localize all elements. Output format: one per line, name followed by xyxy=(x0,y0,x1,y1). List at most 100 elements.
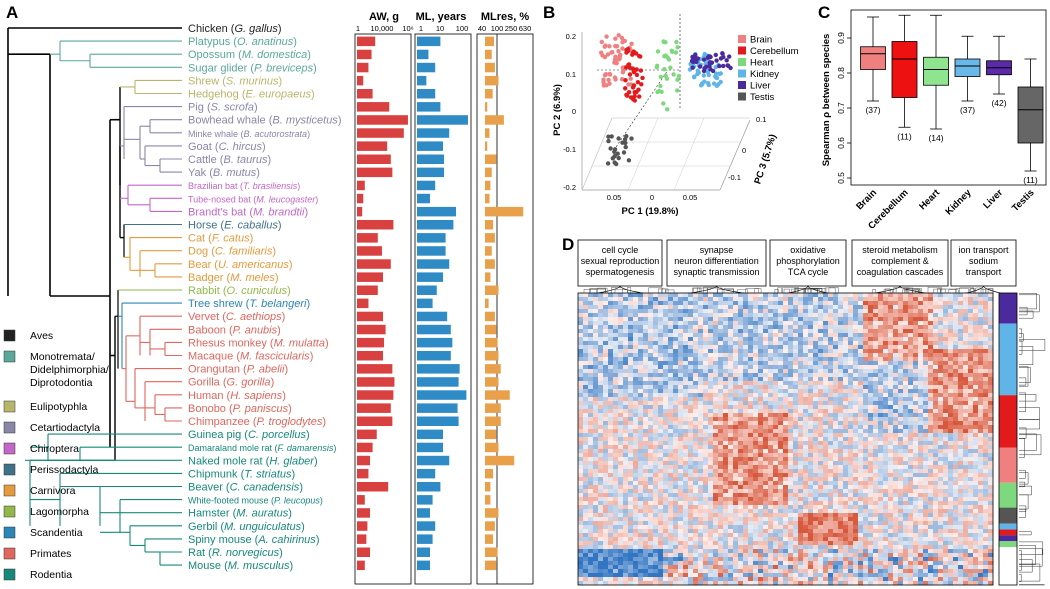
heatmap-cell xyxy=(723,373,729,378)
heatmap-cell xyxy=(848,413,854,418)
heatmap-cell xyxy=(578,317,584,322)
heatmap-cell xyxy=(663,397,669,402)
pca-point xyxy=(612,147,618,152)
heatmap-cell xyxy=(688,333,694,338)
heatmap-cell xyxy=(858,393,864,398)
heatmap-cell xyxy=(828,473,834,478)
heatmap-cell xyxy=(983,401,989,406)
heatmap-cell xyxy=(828,385,834,390)
pca-point xyxy=(662,54,667,59)
heatmap-cell xyxy=(953,441,959,446)
heatmap-cell xyxy=(658,309,664,314)
heatmap-cell xyxy=(653,405,659,410)
heatmap-cell xyxy=(843,417,849,422)
heatmap-cell xyxy=(918,461,924,466)
heatmap-cell xyxy=(808,301,814,306)
heatmap-cell xyxy=(738,405,744,410)
heatmap-cell xyxy=(748,441,754,446)
heatmap-cluster-label-line: neuron differentiation xyxy=(674,256,758,266)
heatmap-cell xyxy=(843,361,849,366)
aw-bar xyxy=(357,337,385,348)
heatmap-cell xyxy=(933,345,939,350)
heatmap-cell xyxy=(928,481,934,486)
heatmap-cell xyxy=(833,357,839,362)
heatmap-cell xyxy=(813,301,819,306)
heatmap-cell xyxy=(928,365,934,370)
heatmap-cell xyxy=(888,473,894,478)
ml-bar xyxy=(417,259,450,269)
heatmap-cell xyxy=(608,425,614,430)
heatmap-cell xyxy=(723,389,729,394)
heatmap-cell xyxy=(768,401,774,406)
heatmap-cell xyxy=(783,333,789,338)
heatmap-cell xyxy=(648,337,654,342)
heatmap-cell xyxy=(733,365,739,370)
heatmap-cell xyxy=(678,381,684,386)
heatmap-cell xyxy=(818,389,824,394)
heatmap-cell xyxy=(628,425,634,430)
heatmap-cell xyxy=(798,401,804,406)
heatmap-cell xyxy=(793,389,799,394)
heatmap-cell xyxy=(673,361,679,366)
heatmap-cell xyxy=(788,293,794,298)
heatmap-cell xyxy=(888,297,894,302)
heatmap-cell xyxy=(793,433,799,438)
heatmap-cell xyxy=(783,377,789,382)
heatmap-cell xyxy=(693,361,699,366)
clade-legend-label: Carnivora xyxy=(30,485,76,497)
heatmap-cell xyxy=(833,385,839,390)
species-scientific-name: M. leucogaster xyxy=(256,194,316,204)
heatmap-cell xyxy=(863,389,869,394)
heatmap-cell xyxy=(678,425,684,430)
heatmap-cell xyxy=(588,321,594,326)
heatmap-cell xyxy=(738,373,744,378)
heatmap-cell xyxy=(953,361,959,366)
heatmap-cell xyxy=(593,317,599,322)
heatmap-cell xyxy=(618,433,624,438)
heatmap-cell xyxy=(618,309,624,314)
species-paren-open: ( xyxy=(230,36,237,48)
heatmap-cell xyxy=(893,337,899,342)
heatmap-cell xyxy=(653,341,659,346)
heatmap-cell xyxy=(923,409,929,414)
heatmap-cell xyxy=(628,417,634,422)
heatmap-cell xyxy=(603,477,609,482)
heatmap-cell xyxy=(688,397,694,402)
heatmap-cell xyxy=(803,393,809,398)
heatmap-cell xyxy=(968,441,974,446)
heatmap-cell xyxy=(608,373,614,378)
heatmap-cell xyxy=(928,301,934,306)
heatmap-cell xyxy=(928,465,934,470)
heatmap-cell xyxy=(828,469,834,474)
heatmap-cell xyxy=(643,421,649,426)
heatmap-cell xyxy=(733,317,739,322)
heatmap-cell xyxy=(828,445,834,450)
heatmap-cell xyxy=(948,417,954,422)
heatmap-cell xyxy=(973,369,979,374)
heatmap-cell xyxy=(773,325,779,330)
heatmap-cell xyxy=(718,441,724,446)
heatmap-cell xyxy=(663,441,669,446)
heatmap-cell xyxy=(603,373,609,378)
heatmap-cell xyxy=(848,393,854,398)
heatmap-cell xyxy=(963,393,969,398)
heatmap-cell xyxy=(858,309,864,314)
ml-bar xyxy=(417,233,446,243)
heatmap-cell xyxy=(598,309,604,314)
heatmap-cell xyxy=(918,465,924,470)
heatmap-cell xyxy=(853,429,859,434)
heatmap-cell xyxy=(708,313,714,318)
heatmap-cell xyxy=(913,449,919,454)
heatmap-cell xyxy=(648,489,654,494)
heatmap-cell xyxy=(808,389,814,394)
heatmap-cell xyxy=(978,445,984,450)
mlres-tick-4: 630 xyxy=(519,24,532,33)
heatmap-cell xyxy=(803,329,809,334)
heatmap-cell xyxy=(638,481,644,486)
heatmap-cell xyxy=(898,413,904,418)
heatmap-cell xyxy=(958,453,964,458)
aw-bar xyxy=(357,193,364,204)
heatmap-cell xyxy=(953,393,959,398)
heatmap-cell xyxy=(728,325,734,330)
heatmap-cell xyxy=(928,293,934,298)
